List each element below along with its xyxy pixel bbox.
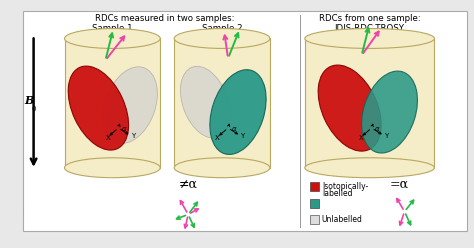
Bar	[310, 182, 319, 191]
Text: Sample 2: Sample 2	[202, 24, 242, 33]
Bar	[174, 38, 270, 168]
Text: X: X	[359, 135, 364, 141]
Ellipse shape	[103, 67, 157, 143]
Text: α: α	[231, 126, 236, 132]
Text: α: α	[375, 126, 380, 132]
Text: IDIS-RDC-TROSY: IDIS-RDC-TROSY	[335, 24, 405, 33]
Text: labelled: labelled	[322, 189, 352, 198]
Text: Y: Y	[240, 133, 245, 139]
Ellipse shape	[210, 70, 266, 155]
Bar	[23, 11, 467, 231]
Ellipse shape	[68, 66, 128, 150]
Text: α: α	[122, 126, 126, 132]
Ellipse shape	[64, 158, 160, 178]
Bar	[305, 38, 434, 168]
Bar	[64, 38, 160, 168]
Ellipse shape	[181, 66, 230, 138]
Text: 0: 0	[32, 106, 36, 112]
Text: X: X	[106, 135, 110, 141]
Ellipse shape	[318, 65, 381, 151]
Text: RDCs measured in two samples:: RDCs measured in two samples:	[95, 14, 235, 23]
Text: Unlabelled: Unlabelled	[322, 216, 363, 224]
Text: Y: Y	[130, 133, 135, 139]
Text: =α: =α	[390, 178, 409, 191]
Text: RDCs from one sample:: RDCs from one sample:	[319, 14, 420, 23]
Ellipse shape	[305, 158, 434, 178]
Bar	[310, 199, 319, 208]
Ellipse shape	[174, 29, 270, 48]
Text: Isotopically-: Isotopically-	[322, 182, 368, 191]
Text: ≠α: ≠α	[179, 178, 198, 191]
Text: Y: Y	[384, 133, 388, 139]
Text: B: B	[24, 95, 33, 106]
Text: X: X	[215, 135, 220, 141]
Ellipse shape	[305, 29, 434, 48]
Ellipse shape	[362, 71, 418, 153]
Text: Sample 1: Sample 1	[92, 24, 133, 33]
Ellipse shape	[64, 29, 160, 48]
Bar	[310, 216, 319, 224]
Ellipse shape	[174, 158, 270, 178]
